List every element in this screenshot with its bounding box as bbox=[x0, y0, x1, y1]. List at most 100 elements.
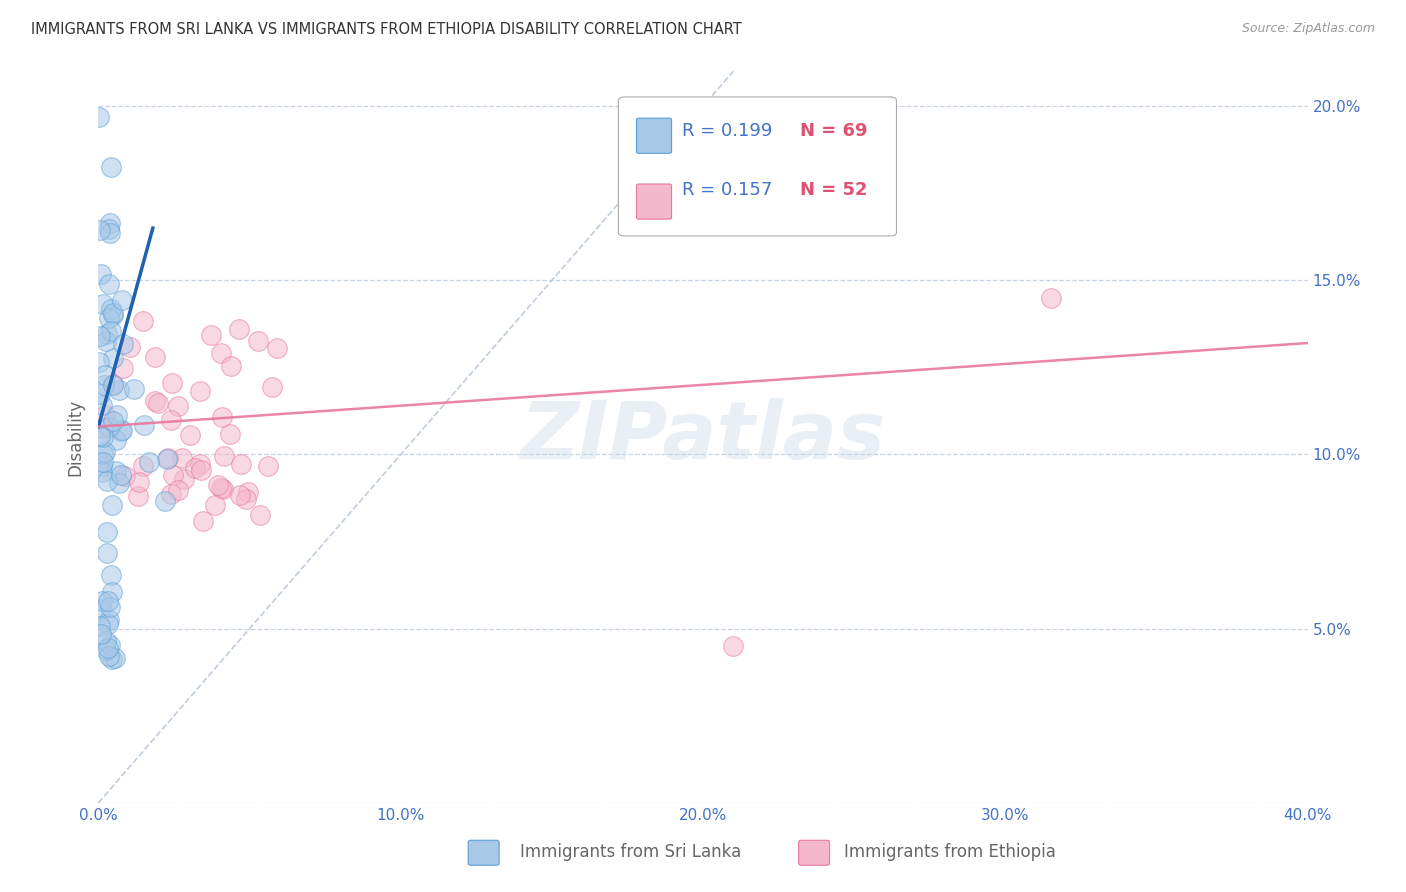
Point bbox=[91, 296, 114, 310]
Point bbox=[89, 455, 111, 469]
Point bbox=[91, 398, 114, 412]
Point bbox=[97, 640, 120, 655]
Text: Source: ZipAtlas.com: Source: ZipAtlas.com bbox=[1241, 22, 1375, 36]
Point bbox=[873, 186, 896, 201]
Point bbox=[94, 368, 117, 382]
Point bbox=[209, 346, 232, 360]
Point bbox=[191, 514, 214, 528]
Point bbox=[89, 619, 111, 633]
Point bbox=[160, 486, 183, 500]
Point bbox=[94, 634, 117, 648]
Point bbox=[97, 310, 120, 325]
Point bbox=[122, 383, 145, 397]
Point bbox=[96, 524, 118, 539]
Point bbox=[190, 463, 212, 477]
Point bbox=[211, 410, 233, 425]
Point bbox=[200, 327, 222, 342]
Point bbox=[111, 336, 134, 351]
Point bbox=[188, 458, 211, 472]
Point bbox=[162, 467, 184, 482]
Point bbox=[219, 359, 242, 373]
Point bbox=[145, 393, 167, 408]
Point bbox=[91, 455, 114, 469]
Point bbox=[723, 639, 745, 653]
Point bbox=[97, 648, 120, 663]
Point bbox=[100, 652, 122, 666]
Point bbox=[101, 378, 124, 392]
Point bbox=[249, 508, 271, 522]
Point bbox=[112, 361, 135, 376]
Point bbox=[96, 643, 118, 657]
Point bbox=[89, 387, 111, 401]
Point bbox=[184, 461, 207, 475]
Point bbox=[236, 484, 259, 499]
Point bbox=[91, 447, 114, 461]
Point bbox=[98, 420, 121, 434]
Point bbox=[107, 383, 129, 397]
Point bbox=[96, 327, 118, 342]
Point bbox=[257, 458, 280, 473]
Point bbox=[228, 488, 250, 502]
Point bbox=[173, 472, 195, 486]
Point bbox=[101, 308, 124, 322]
Point bbox=[107, 408, 129, 422]
FancyBboxPatch shape bbox=[637, 118, 672, 153]
Point bbox=[98, 226, 121, 240]
Point bbox=[101, 377, 124, 392]
Point bbox=[100, 302, 122, 317]
FancyBboxPatch shape bbox=[619, 97, 897, 235]
Point bbox=[172, 451, 194, 466]
Point bbox=[90, 594, 112, 608]
Point bbox=[91, 430, 114, 444]
Point bbox=[167, 483, 190, 497]
Point bbox=[128, 475, 150, 490]
Point bbox=[97, 613, 120, 627]
Point bbox=[98, 221, 121, 235]
Point bbox=[120, 340, 142, 354]
FancyBboxPatch shape bbox=[637, 184, 672, 219]
Point bbox=[1039, 291, 1062, 305]
Point bbox=[90, 267, 112, 281]
Point bbox=[138, 455, 160, 469]
Point bbox=[103, 306, 125, 320]
Point bbox=[100, 568, 122, 582]
Point bbox=[266, 341, 288, 355]
Point bbox=[89, 328, 111, 343]
Point bbox=[160, 413, 183, 427]
Point bbox=[97, 594, 120, 608]
Point bbox=[110, 424, 132, 438]
Point bbox=[100, 161, 122, 175]
Point bbox=[108, 475, 131, 490]
Point bbox=[153, 494, 176, 508]
Point bbox=[104, 433, 127, 447]
Point bbox=[204, 499, 226, 513]
Point bbox=[98, 638, 121, 652]
Point bbox=[93, 377, 115, 392]
Text: R = 0.157: R = 0.157 bbox=[682, 181, 773, 199]
Point bbox=[127, 489, 149, 503]
Point bbox=[101, 499, 124, 513]
Point bbox=[89, 223, 111, 237]
Point bbox=[90, 601, 112, 615]
Point bbox=[207, 478, 229, 492]
Point bbox=[94, 444, 117, 458]
Point bbox=[96, 474, 118, 488]
Point bbox=[97, 616, 120, 631]
Point bbox=[148, 396, 170, 410]
Point bbox=[98, 216, 121, 230]
Point bbox=[143, 350, 166, 364]
Point bbox=[156, 452, 179, 467]
Text: N = 69: N = 69 bbox=[800, 122, 868, 140]
Text: N = 52: N = 52 bbox=[800, 181, 868, 199]
Text: ZIPatlas: ZIPatlas bbox=[520, 398, 886, 476]
Point bbox=[235, 491, 257, 506]
Point bbox=[132, 459, 155, 474]
Point bbox=[110, 468, 132, 483]
Point bbox=[114, 468, 136, 483]
Point bbox=[94, 334, 117, 348]
Point bbox=[91, 458, 114, 473]
Point bbox=[179, 427, 201, 442]
Point bbox=[157, 451, 180, 466]
Point bbox=[166, 399, 188, 413]
Point bbox=[103, 651, 125, 665]
